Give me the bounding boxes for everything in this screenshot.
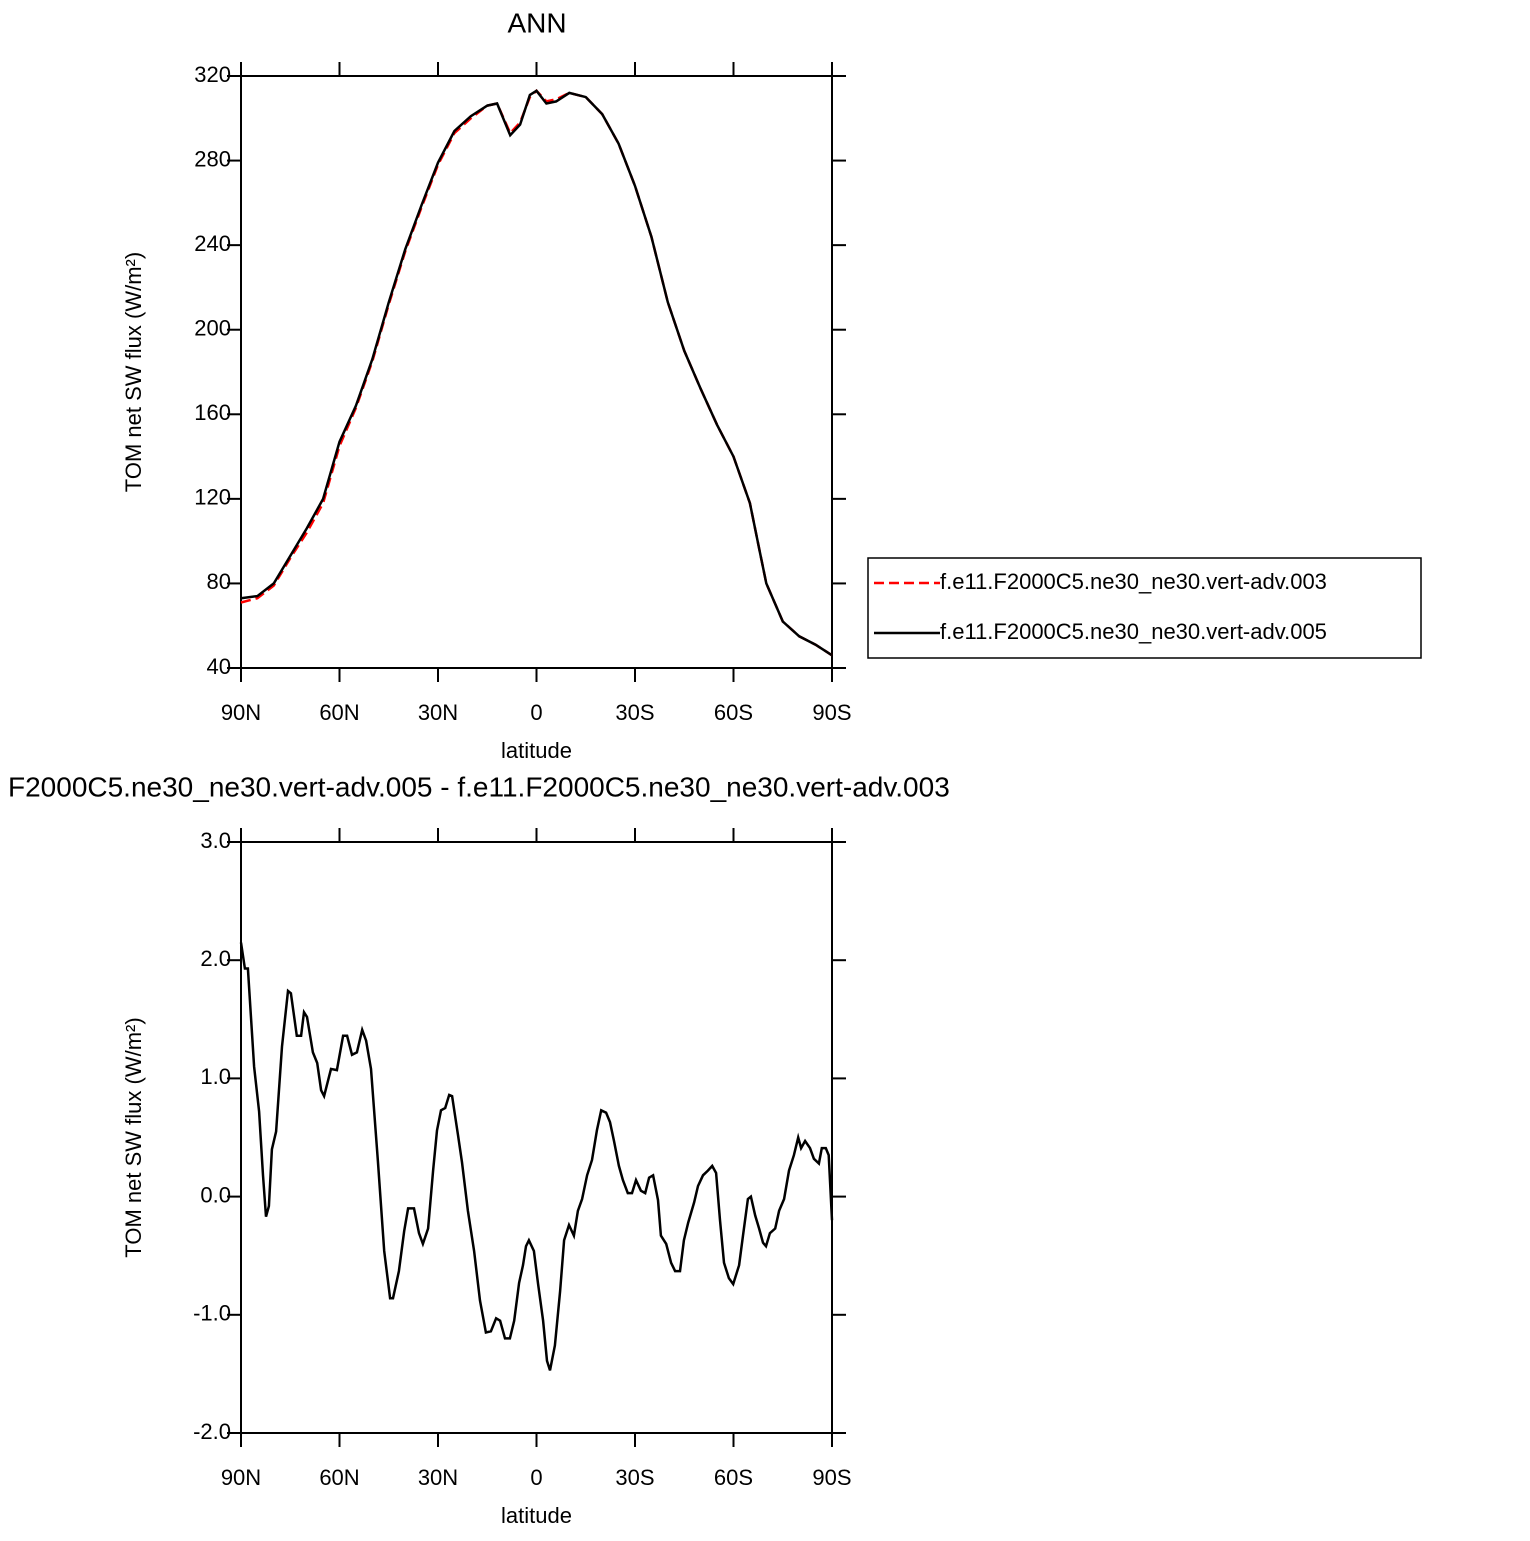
legend-label: f.e11.F2000C5.ne30_ne30.vert-adv.003 [940, 569, 1327, 594]
x-tick-label: 60S [714, 1465, 753, 1490]
series-line [240, 89, 833, 657]
plot-frame [240, 841, 833, 1434]
x-axis-label: latitude [501, 738, 572, 763]
x-tick-label: 90S [812, 1465, 851, 1490]
chart-title: ANN [507, 7, 566, 38]
y-tick-label: 120 [194, 485, 231, 510]
y-tick-label: 200 [194, 316, 231, 341]
x-tick-label: 60S [714, 700, 753, 725]
y-tick-label: 240 [194, 231, 231, 256]
y-tick-label: 3.0 [200, 828, 231, 853]
y-tick-label: -2.0 [193, 1419, 231, 1444]
x-tick-label: 30S [615, 1465, 654, 1490]
x-tick-label: 90N [221, 1465, 261, 1490]
x-tick-label: 90N [221, 700, 261, 725]
series-line [239, 942, 834, 1371]
series-line [240, 89, 833, 657]
y-tick-label: 2.0 [200, 946, 231, 971]
chart-title: F2000C5.ne30_ne30.vert-adv.005 - f.e11.F… [8, 771, 950, 802]
y-tick-label: 320 [194, 62, 231, 87]
x-axis-label: latitude [501, 1503, 572, 1528]
y-axis-label: TOM net SW flux (W/m²) [121, 1017, 146, 1257]
x-tick-label: 60N [319, 700, 359, 725]
x-tick-label: 30N [418, 1465, 458, 1490]
legend-label: f.e11.F2000C5.ne30_ne30.vert-adv.005 [940, 619, 1327, 644]
plot-frame [240, 75, 833, 669]
x-tick-label: 30N [418, 700, 458, 725]
y-tick-label: 1.0 [200, 1064, 231, 1089]
x-tick-label: 0 [530, 700, 542, 725]
x-tick-label: 0 [530, 1465, 542, 1490]
y-tick-label: -1.0 [193, 1301, 231, 1326]
y-tick-label: 280 [194, 146, 231, 171]
y-tick-label: 160 [194, 400, 231, 425]
y-tick-label: 0.0 [200, 1182, 231, 1207]
x-tick-label: 30S [615, 700, 654, 725]
y-axis-label: TOM net SW flux (W/m²) [121, 252, 146, 492]
legend-box [867, 557, 1422, 659]
y-tick-label: 80 [207, 569, 231, 594]
x-tick-label: 90S [812, 700, 851, 725]
y-tick-label: 40 [207, 654, 231, 679]
x-tick-label: 60N [319, 1465, 359, 1490]
